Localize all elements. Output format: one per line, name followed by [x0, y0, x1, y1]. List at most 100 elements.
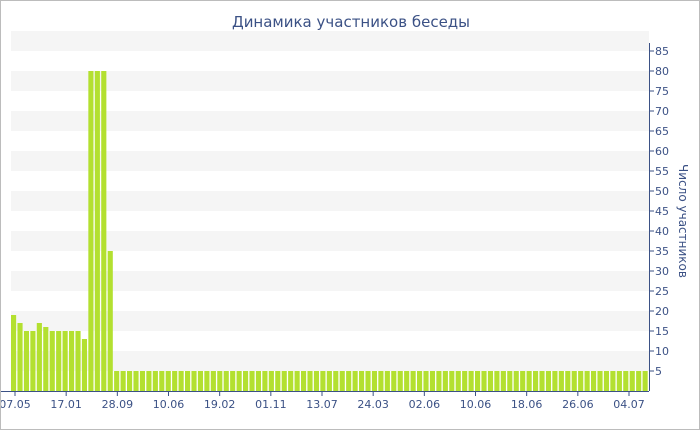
bar	[313, 371, 320, 391]
y-tick-label: 25	[655, 285, 669, 298]
bar	[539, 371, 545, 391]
bar	[88, 71, 94, 391]
bar	[545, 371, 552, 391]
y-tick-label: 85	[655, 45, 669, 58]
bar	[133, 371, 139, 391]
bar	[616, 371, 622, 391]
x-tick-label: 26.06	[562, 398, 594, 411]
bar	[268, 371, 274, 391]
x-tick-label: 02.06	[409, 398, 441, 411]
bar	[223, 371, 229, 391]
bar	[384, 371, 390, 391]
bar	[320, 371, 326, 391]
bar	[462, 371, 468, 391]
bar	[159, 371, 165, 391]
bar	[275, 371, 281, 391]
bar	[210, 371, 216, 391]
bar	[139, 371, 146, 391]
bar	[629, 371, 635, 391]
bar	[81, 339, 88, 391]
x-tick-label: 17.01	[50, 398, 82, 411]
y-tick-label: 40	[655, 225, 669, 238]
bar	[249, 371, 255, 391]
bar	[281, 371, 287, 391]
bar	[603, 371, 610, 391]
y-tick-label: 80	[655, 65, 669, 78]
bar	[262, 371, 268, 391]
bar	[243, 371, 249, 391]
bar	[36, 323, 42, 391]
bar	[178, 371, 184, 391]
grid-band	[11, 71, 649, 91]
bar	[487, 371, 494, 391]
grid-band	[11, 231, 649, 251]
x-tick-label: 19.02	[204, 398, 236, 411]
bar	[565, 371, 571, 391]
bar	[520, 371, 526, 391]
bar	[17, 323, 23, 391]
bar	[56, 331, 62, 391]
bar	[597, 371, 603, 391]
bar	[230, 371, 236, 391]
bar	[217, 371, 223, 391]
bar	[500, 371, 506, 391]
y-tick-label: 15	[655, 325, 669, 338]
bar	[494, 371, 500, 391]
bar	[468, 371, 474, 391]
x-tick-label: 13.07	[306, 398, 338, 411]
bar	[172, 371, 178, 391]
bar	[49, 331, 55, 391]
bar	[346, 371, 352, 391]
bar	[23, 331, 30, 391]
y-tick-label: 65	[655, 125, 669, 138]
y-tick-label: 10	[655, 345, 669, 358]
x-tick-label: 10.06	[460, 398, 492, 411]
bar	[642, 371, 648, 391]
bar	[255, 371, 262, 391]
bar	[127, 371, 133, 391]
bar	[449, 371, 455, 391]
y-tick-label: 30	[655, 265, 669, 278]
bar	[69, 331, 75, 391]
bar	[410, 371, 416, 391]
bar	[294, 371, 300, 391]
bar	[75, 331, 81, 391]
bar	[62, 331, 68, 391]
bar	[623, 371, 629, 391]
bar	[455, 371, 461, 391]
bar	[552, 371, 558, 391]
bar	[333, 371, 339, 391]
chart-title: Динамика участников беседы	[231, 13, 471, 31]
x-tick-label: 18.06	[511, 398, 543, 411]
bar	[11, 315, 17, 391]
bar	[378, 371, 384, 391]
bar	[146, 371, 152, 391]
bar	[391, 371, 397, 391]
bar	[359, 371, 365, 391]
x-tick-label: 28.09	[102, 398, 134, 411]
y-tick-label: 35	[655, 245, 669, 258]
x-tick-label: 01.11	[255, 398, 287, 411]
y-tick-label: 20	[655, 305, 669, 318]
bar	[301, 371, 307, 391]
bar	[30, 331, 36, 391]
bar	[120, 371, 126, 391]
y-tick-label: 5	[655, 365, 662, 378]
y-tick-label: 50	[655, 185, 669, 198]
bar	[165, 371, 171, 391]
bar	[288, 371, 294, 391]
grid-band	[11, 351, 649, 371]
bar	[429, 371, 436, 391]
bar	[307, 371, 313, 391]
bar	[107, 251, 113, 391]
bar	[326, 371, 332, 391]
bar	[101, 71, 107, 391]
bar	[114, 371, 120, 391]
bar	[197, 371, 204, 391]
bar	[352, 371, 358, 391]
y-tick-label: 70	[655, 105, 669, 118]
bar	[571, 371, 577, 391]
grid-band	[11, 271, 649, 291]
